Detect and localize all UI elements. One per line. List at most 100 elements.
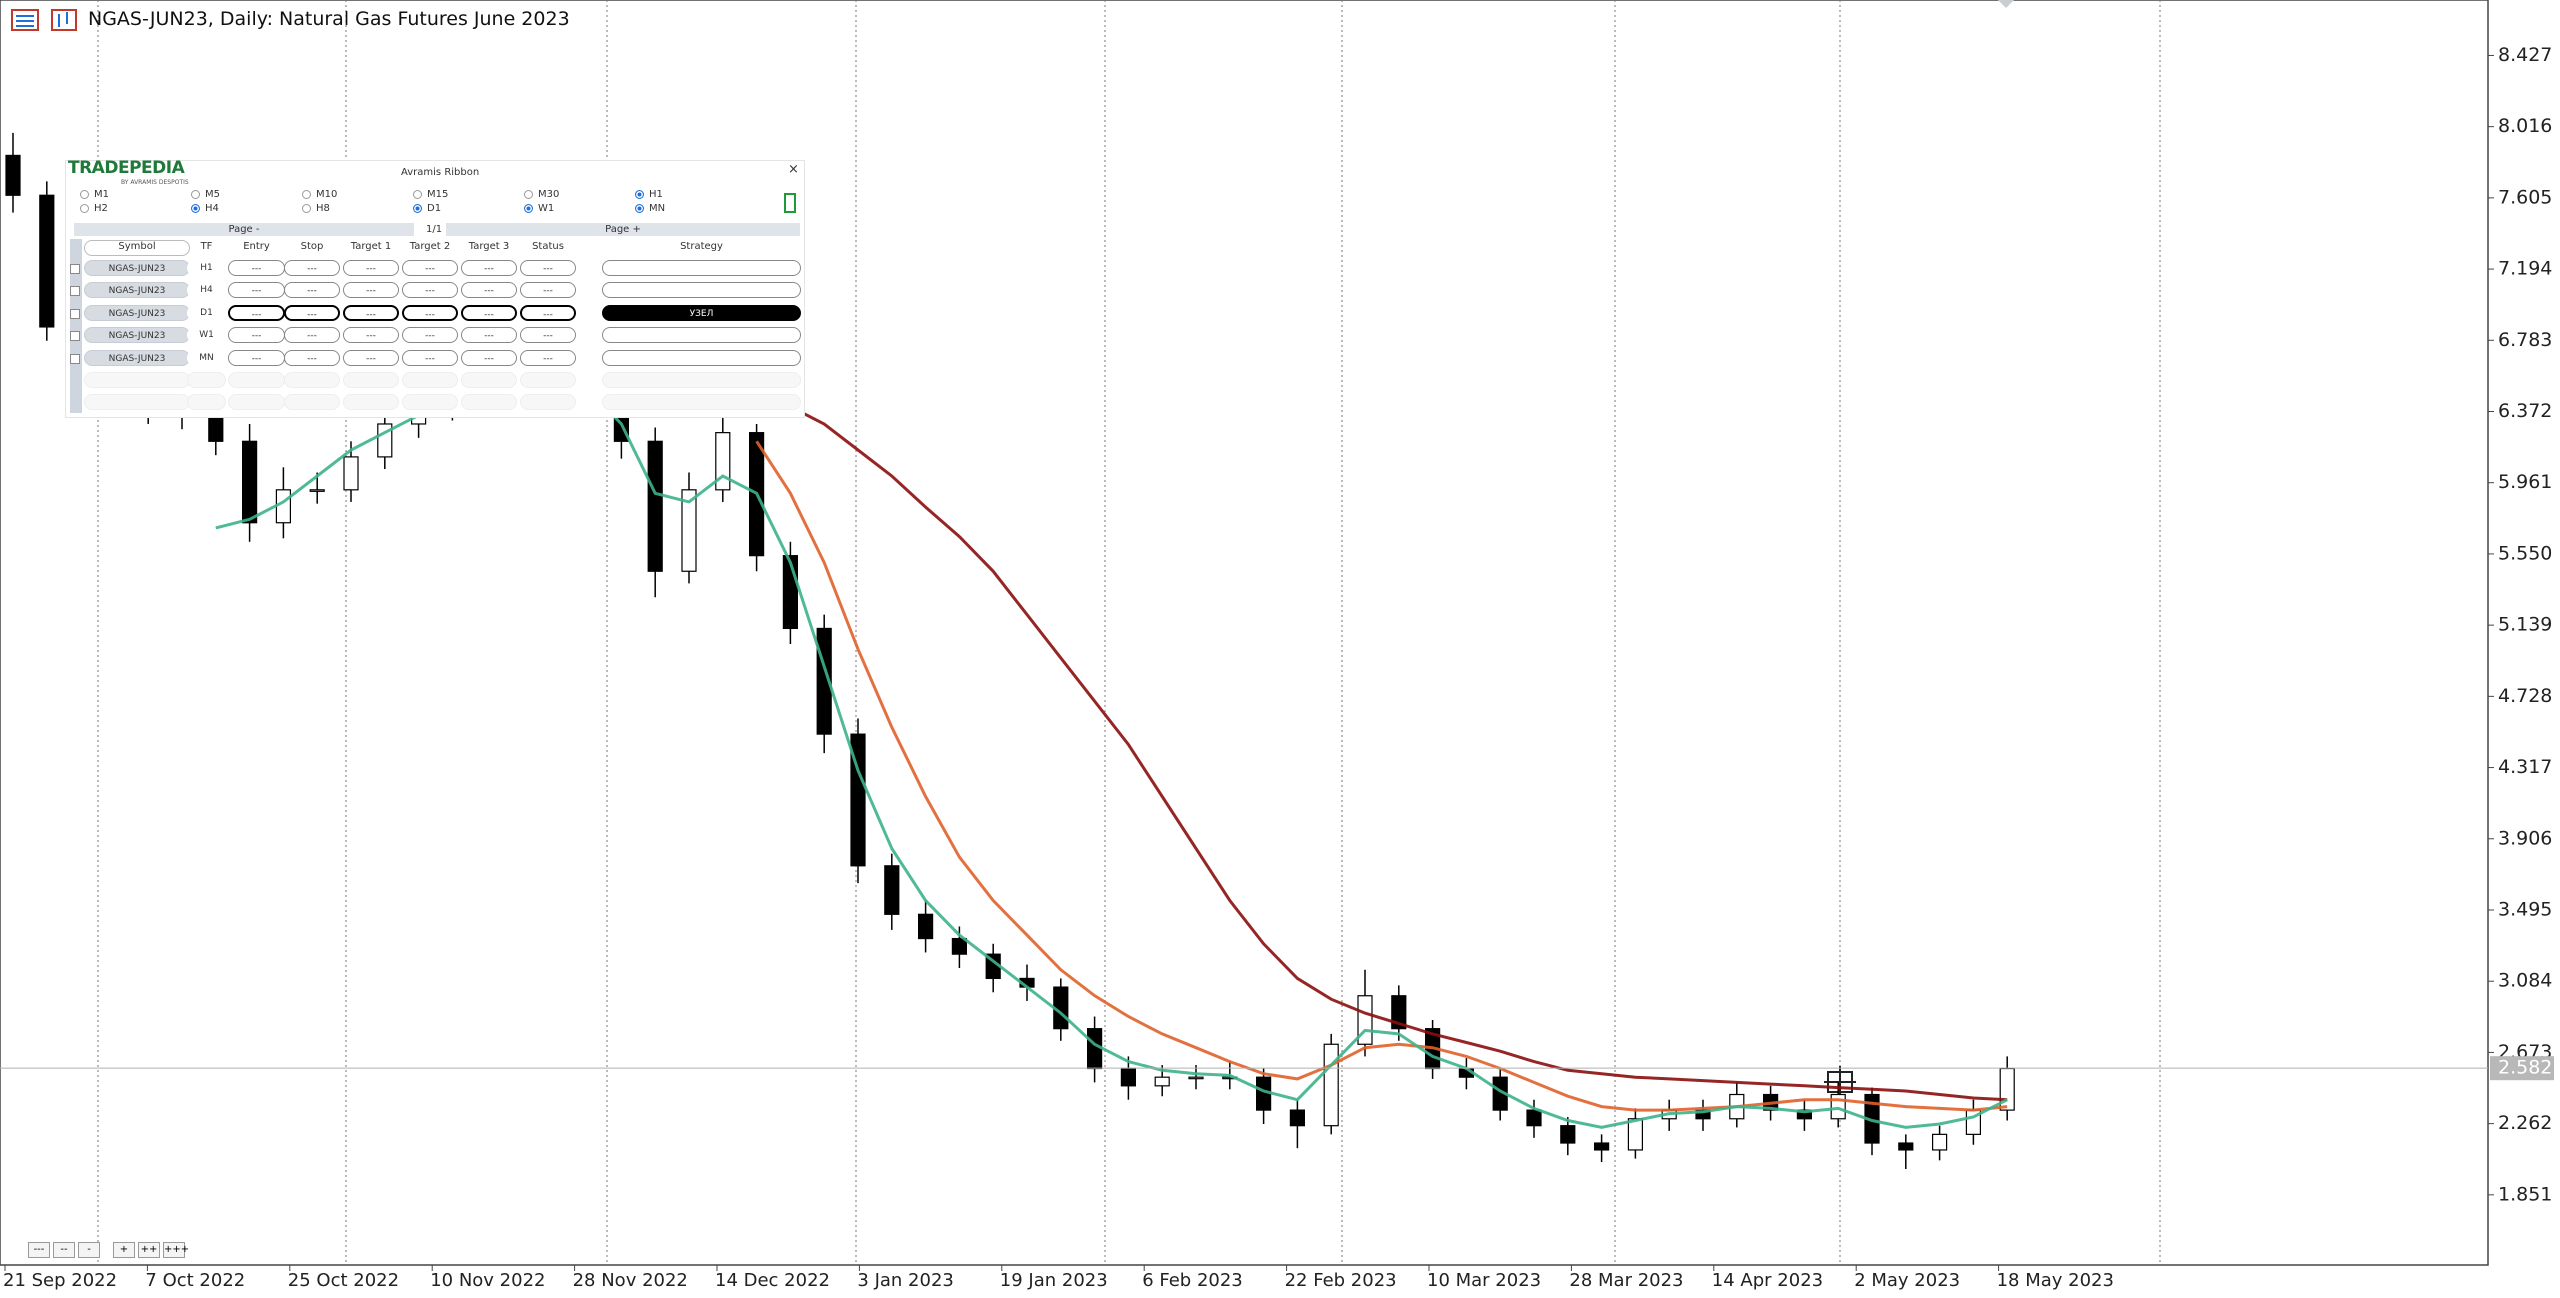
- row-icon: [70, 308, 80, 319]
- empty-cell: [84, 394, 190, 411]
- y-tick-label: 8.427: [2498, 44, 2552, 66]
- y-tick-label: 6.372: [2498, 400, 2552, 422]
- x-tick-label: 10 Nov 2022: [430, 1270, 545, 1291]
- table-cell: ---: [520, 349, 576, 366]
- timeframe-option[interactable]: D1: [413, 203, 441, 214]
- zoom-button[interactable]: +: [113, 1242, 135, 1258]
- candle-body: [850, 733, 866, 867]
- table-cell: D1: [187, 304, 226, 321]
- table-cell: ---: [284, 304, 340, 321]
- timeframe-option[interactable]: M15: [413, 189, 448, 200]
- window-icons: [11, 9, 77, 31]
- table-cell: ---: [402, 327, 458, 344]
- crosshair-icon: [1824, 1066, 1856, 1098]
- y-tick-label: 5.550: [2498, 542, 2552, 564]
- symbol-cell: NGAS-JUN23: [84, 349, 190, 366]
- logo-sub: BY AVRAMIS DESPOTIS: [121, 179, 189, 186]
- page-prev[interactable]: Page -: [74, 223, 414, 236]
- radio[interactable]: [524, 189, 533, 199]
- table-cell: H1: [187, 260, 226, 276]
- radio[interactable]: [191, 203, 200, 213]
- ribbon-line: [756, 396, 2008, 1102]
- timeframe-option[interactable]: M1: [80, 189, 109, 200]
- candle-body: [275, 489, 291, 524]
- y-tick-label: 3.495: [2498, 898, 2552, 920]
- x-tick-label: 21 Sep 2022: [3, 1270, 117, 1291]
- y-tick-label: 8.016: [2498, 115, 2552, 137]
- page-next[interactable]: Page +: [446, 223, 800, 236]
- y-tick-label: 3.906: [2498, 827, 2552, 849]
- timeframe-option[interactable]: M5: [191, 189, 220, 200]
- timeframe-option[interactable]: MN: [635, 203, 665, 214]
- radio[interactable]: [635, 203, 644, 213]
- table-cell: ---: [402, 304, 458, 321]
- table-cell: ---: [520, 282, 576, 299]
- y-tick-label: 1.851: [2498, 1183, 2552, 1205]
- candle-body: [1120, 1067, 1137, 1087]
- y-tick-label: 3.084: [2498, 970, 2552, 992]
- column-header: Target 2: [409, 241, 451, 252]
- zoom-button[interactable]: ++: [138, 1242, 160, 1258]
- radio[interactable]: [413, 189, 422, 199]
- x-tick-label: 28 Mar 2023: [1569, 1270, 1683, 1291]
- radio[interactable]: [413, 203, 422, 213]
- table-cell: ---: [343, 260, 399, 276]
- row-icon: [70, 331, 80, 342]
- table-cell: ---: [284, 282, 340, 299]
- zoom-button[interactable]: -: [78, 1242, 100, 1258]
- column-header: Symbol: [118, 241, 156, 252]
- symbol-cell: NGAS-JUN23: [84, 282, 190, 299]
- table-cell: ---: [228, 349, 285, 366]
- candle-body: [1627, 1118, 1644, 1151]
- radio[interactable]: [80, 203, 89, 213]
- timeframe-label: M1: [94, 189, 109, 200]
- empty-cell: [284, 394, 340, 411]
- radio[interactable]: [524, 203, 533, 213]
- table-cell: ---: [343, 304, 399, 321]
- symbol-cell: NGAS-JUN23: [84, 304, 190, 321]
- timeframe-option[interactable]: H4: [191, 203, 219, 214]
- close-button[interactable]: ×: [788, 162, 799, 177]
- candle-body: [1086, 1028, 1103, 1070]
- radio[interactable]: [302, 189, 311, 199]
- timeframe-option[interactable]: W1: [524, 203, 554, 214]
- column-header: Strategy: [680, 241, 723, 252]
- table-cell: ---: [284, 260, 340, 276]
- table-cell: ---: [343, 327, 399, 344]
- table-cell: ---: [520, 304, 576, 321]
- table-cell: ---: [343, 282, 399, 299]
- y-tick-label: 5.961: [2498, 471, 2552, 493]
- timeframe-option[interactable]: M10: [302, 189, 337, 200]
- zoom-buttons: --- -- - + ++ +++: [28, 1242, 189, 1258]
- empty-cell: [520, 394, 576, 411]
- zoom-button[interactable]: ---: [28, 1242, 50, 1258]
- x-tick-label: 7 Oct 2022: [145, 1270, 245, 1291]
- timeframe-label: H4: [205, 203, 219, 214]
- table-cell: ---: [461, 304, 517, 321]
- table-cell: ---: [520, 260, 576, 276]
- zoom-button[interactable]: --: [53, 1242, 75, 1258]
- table-cell: ---: [461, 349, 517, 366]
- zoom-button[interactable]: +++: [163, 1242, 189, 1258]
- candle-body: [5, 154, 21, 196]
- strategy-cell: [602, 260, 801, 276]
- timeframe-label: H8: [316, 203, 330, 214]
- timeframe-option[interactable]: H8: [302, 203, 330, 214]
- table-cell: W1: [187, 327, 226, 344]
- candle-body: [208, 414, 224, 442]
- timeframe-option[interactable]: H1: [635, 189, 663, 200]
- candle-body: [1560, 1125, 1576, 1144]
- candle-body: [1526, 1109, 1542, 1127]
- candle-body: [1796, 1109, 1813, 1120]
- timeframe-label: W1: [538, 203, 555, 214]
- radio[interactable]: [635, 189, 644, 199]
- timeframe-option[interactable]: M30: [524, 189, 559, 200]
- radio[interactable]: [80, 189, 89, 199]
- radio[interactable]: [191, 189, 200, 199]
- timeframe-label: H2: [94, 203, 108, 214]
- candle-body: [647, 440, 663, 572]
- timeframe-option[interactable]: H2: [80, 203, 108, 214]
- radio[interactable]: [302, 203, 311, 213]
- empty-cell: [602, 394, 801, 411]
- x-tick-label: 2 May 2023: [1854, 1270, 1960, 1291]
